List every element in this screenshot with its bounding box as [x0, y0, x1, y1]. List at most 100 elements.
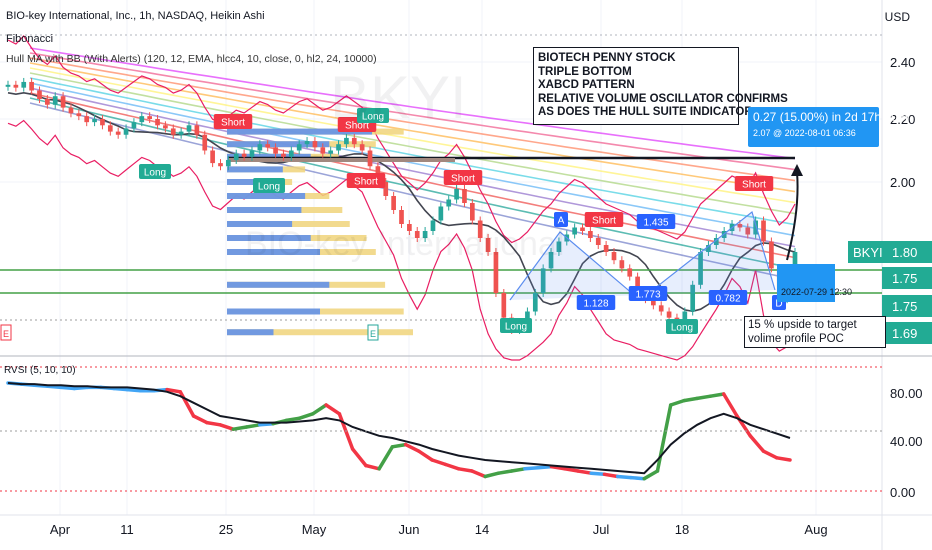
rvsi-segment [509, 467, 527, 473]
rvsi-segment [311, 403, 328, 416]
candle-body [367, 150, 373, 167]
pattern-label-bg [708, 290, 748, 305]
date-label: 2022-07-29 12:30 [781, 287, 852, 297]
heikin-ashi-candles [5, 77, 798, 334]
long-signal: Long [144, 168, 166, 179]
candle-body [438, 206, 444, 221]
rvsi-segment [244, 423, 262, 429]
candle-body [414, 231, 420, 238]
pattern-label: D [775, 299, 782, 310]
ma-line [29, 47, 796, 160]
candle-body [170, 128, 176, 135]
indicator-hull-ma[interactable]: Hull MA with BB (With Alerts) (120, 12, … [6, 53, 377, 65]
symbol-title: BIO-key International, Inc., 1h, NASDAQ,… [6, 10, 265, 22]
candle-body [45, 99, 50, 105]
rvsi-segment [390, 442, 408, 449]
price-tick: 2.20 [890, 112, 915, 127]
rvsi-segment [297, 412, 315, 420]
candle-body [595, 238, 601, 245]
rvsi-segment [682, 396, 699, 403]
long-short-signals: LongShortLongShortShortLongShortLongShor… [0, 108, 774, 341]
short-signal: Short [592, 216, 616, 227]
candle-body [210, 150, 215, 164]
price-tag-bg [882, 322, 932, 344]
signal-label-bg [213, 114, 253, 129]
candle-body [202, 134, 208, 151]
candle-body [336, 144, 341, 151]
candle-body [737, 224, 743, 228]
rvsi-segment [46, 384, 63, 390]
candle-body [139, 116, 145, 123]
rvsi-segment [205, 420, 222, 427]
candle-body [556, 241, 562, 252]
watermark-ticker: BKYI [330, 64, 467, 131]
candle-body [706, 245, 711, 252]
target-note[interactable]: 15 % upside to target volime profile POC [744, 316, 886, 348]
ma-line [29, 62, 796, 193]
rvsi-segment [403, 442, 421, 453]
candle-body [651, 299, 656, 306]
candle-body [430, 220, 436, 231]
vp-bar-down [227, 329, 274, 336]
candle-body [603, 245, 609, 252]
candle-body [761, 220, 766, 242]
event-marker-label: E [3, 329, 9, 339]
rvsi-segment [59, 385, 77, 391]
rvsi-segment [417, 449, 434, 462]
candle-body [399, 210, 404, 224]
pattern-label: 1.435 [643, 218, 668, 229]
candle-body [37, 90, 42, 100]
time-tick: 18 [675, 522, 689, 537]
annotation-note[interactable]: BIOTECH PENNY STOCK TRIPLE BOTTOM XABCD … [533, 47, 788, 125]
pattern-label-bg [554, 212, 568, 227]
vp-bar-down [227, 235, 311, 241]
price-tick: 2.40 [890, 55, 915, 70]
candle-body [477, 220, 483, 238]
candle-body [532, 293, 538, 312]
rvsi-segment [284, 416, 302, 423]
ma-line [29, 77, 796, 226]
currency-label: USD [884, 10, 910, 24]
candle-body [422, 231, 428, 238]
ticker-tag: BKYI [853, 245, 883, 260]
candle-body [5, 84, 11, 87]
long-signal: Long [505, 322, 527, 333]
rvsi-segment [430, 458, 448, 467]
signal-label-bg [500, 318, 532, 333]
pattern-label-bg [628, 286, 668, 301]
candle-body [92, 119, 97, 123]
rvsi-segment [364, 463, 381, 471]
rvsi-segment [774, 456, 792, 462]
candle-body [745, 227, 751, 235]
candle-body [769, 241, 774, 269]
candle-body [635, 276, 640, 293]
rvsi-segment [443, 462, 461, 471]
pattern-label: 1.128 [583, 299, 608, 310]
candle-body [107, 125, 113, 132]
ma-line [29, 82, 796, 237]
pattern-label: A [558, 216, 565, 227]
rvsi-segment [523, 465, 540, 471]
rvsi-segment [748, 434, 766, 453]
candle-body [163, 125, 168, 129]
bb-lower [7, 119, 796, 361]
signal-label-bg [443, 170, 483, 185]
time-tick: 11 [120, 522, 134, 537]
candle-body [540, 268, 546, 293]
signal-label-bg [253, 178, 285, 193]
candle-body [690, 284, 696, 312]
vp-bar-down [227, 308, 320, 315]
annotation-line: XABCD PATTERN [538, 79, 635, 91]
vp-bar-down [227, 249, 320, 255]
candle-body [218, 163, 223, 167]
candle-body [525, 311, 530, 324]
candle-body [328, 150, 334, 154]
rvsi-segment [655, 403, 673, 473]
candle-body [312, 141, 318, 148]
rvsi-segment [496, 469, 514, 475]
candle-body [115, 131, 121, 135]
rvsi-segment [178, 390, 196, 418]
candle-body [682, 311, 688, 324]
indicator-fibonacci[interactable]: Fibonacci [6, 33, 54, 45]
